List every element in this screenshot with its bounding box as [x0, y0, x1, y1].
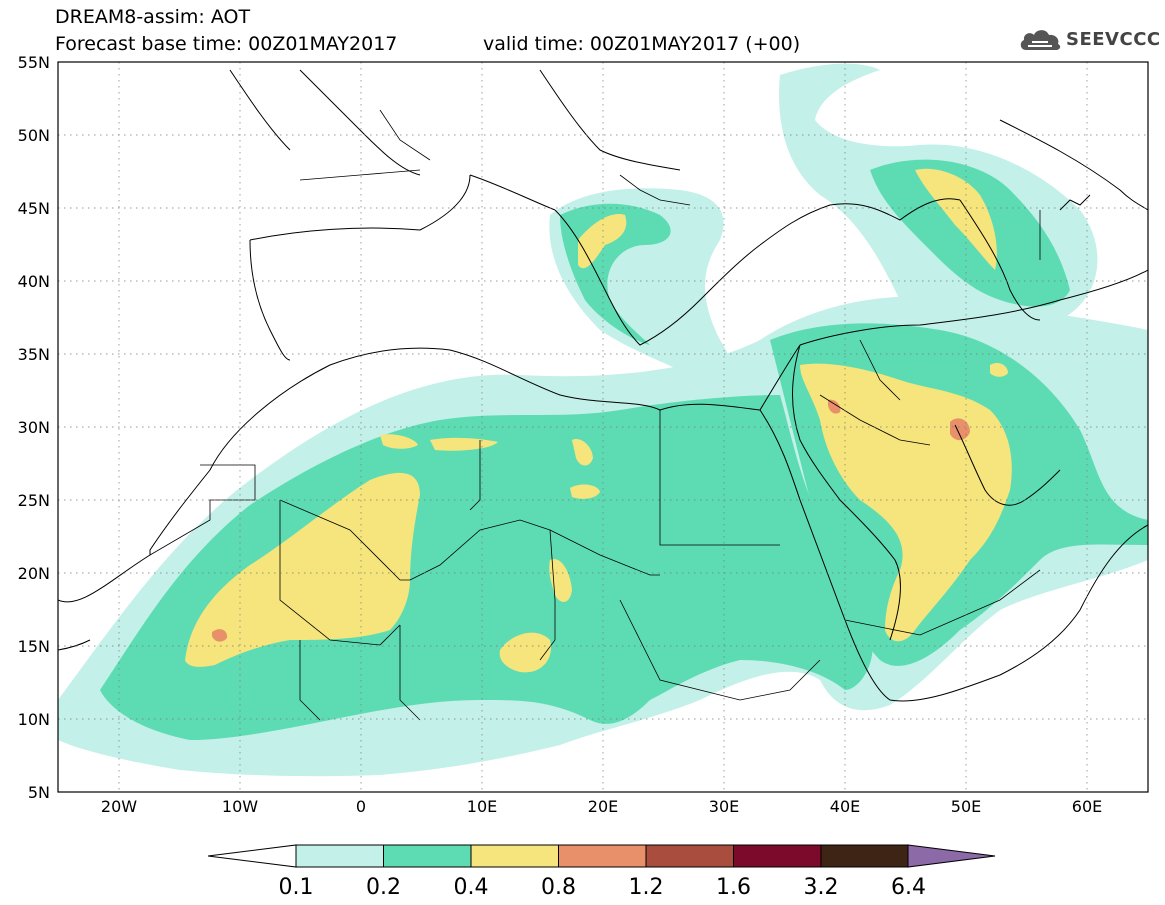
colorbar-labels: 0.1 0.2 0.4 0.8 1.2 1.6 3.2 6.4 — [279, 875, 927, 900]
colorbar: 0.1 0.2 0.4 0.8 1.2 1.6 3.2 6.4 — [207, 844, 996, 900]
lon-label: 10E — [467, 797, 497, 816]
colorbar-level-label: 6.4 — [891, 875, 926, 900]
longitude-labels: 20W 10W 0 10E 20E 30E 40E 50E 60E — [101, 797, 1102, 816]
lon-label: 30E — [709, 797, 739, 816]
lon-label: 10W — [222, 797, 258, 816]
colorbar-level-label: 0.4 — [454, 875, 489, 900]
colorbar-level-label: 1.6 — [716, 875, 751, 900]
valid-time: valid time: 00Z01MAY2017 (+00) — [483, 33, 801, 55]
lon-label: 0 — [356, 797, 366, 816]
country-borders — [149, 109, 1041, 721]
lat-label: 5N — [28, 783, 50, 802]
lat-label: 50N — [18, 126, 50, 145]
colorbar-level-label: 0.8 — [541, 875, 576, 900]
lat-label: 15N — [18, 637, 50, 656]
aot-level-0-8 — [212, 399, 970, 642]
colorbar-level-label: 3.2 — [804, 875, 839, 900]
seevccc-logo: SEEVCCC — [1018, 24, 1161, 54]
colorbar-cell — [820, 844, 909, 868]
forecast-base-time: Forecast base time: 00Z01MAY2017 — [55, 33, 398, 55]
lat-label: 30N — [18, 418, 50, 437]
map-frame — [57, 61, 1149, 793]
lon-label: 20W — [101, 797, 137, 816]
lon-label: 20E — [588, 797, 618, 816]
coastlines — [58, 69, 1148, 702]
colorbar-level-label: 0.2 — [366, 875, 401, 900]
colorbar-cell — [295, 844, 384, 868]
colorbar-level-label: 1.2 — [629, 875, 664, 900]
figure-title: DREAM8-assim: AOT — [55, 6, 251, 28]
colorbar-level-label: 0.1 — [279, 875, 314, 900]
colorbar-above-arrow — [907, 844, 996, 868]
colorbar-below-arrow — [207, 844, 297, 868]
latitude-labels: 55N 50N 45N 40N 35N 30N 25N 20N 15N 10N … — [18, 53, 50, 802]
colorbar-cell — [470, 844, 559, 868]
lat-label: 40N — [18, 272, 50, 291]
lat-label: 10N — [18, 710, 50, 729]
lat-label: 45N — [18, 199, 50, 218]
colorbar-cell — [558, 844, 647, 868]
lat-label: 25N — [18, 491, 50, 510]
colorbar-cells — [295, 844, 909, 868]
cloud-icon — [1020, 30, 1061, 50]
lon-label: 60E — [1072, 797, 1102, 816]
lat-label: 20N — [18, 564, 50, 583]
logo-text: SEEVCCC — [1066, 28, 1161, 50]
colorbar-cell — [383, 844, 472, 868]
colorbar-cell — [645, 844, 734, 868]
lon-label: 40E — [830, 797, 860, 816]
lat-label: 35N — [18, 345, 50, 364]
lat-label: 55N — [18, 53, 50, 72]
lon-label: 50E — [951, 797, 981, 816]
colorbar-cell — [733, 844, 822, 868]
